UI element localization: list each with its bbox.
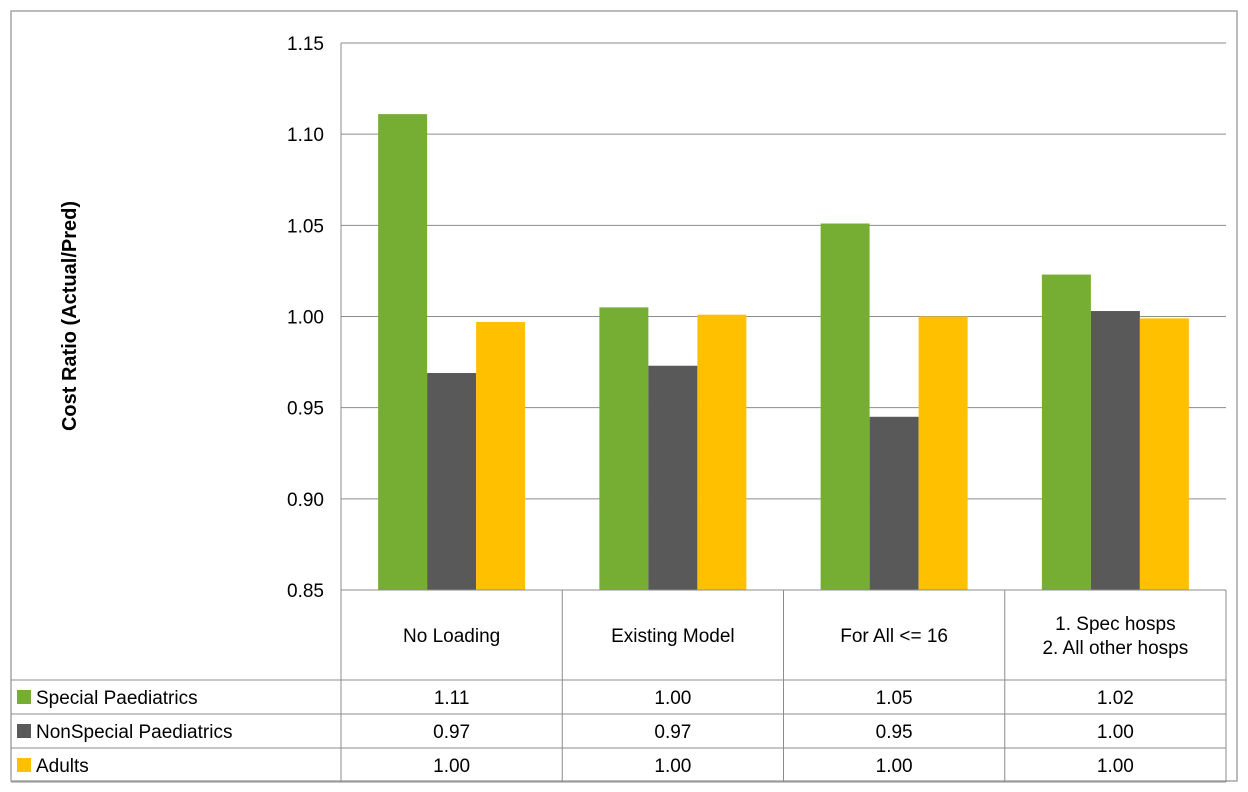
- bar: [648, 365, 698, 590]
- data-table: No Loading Existing Model For All <= 16 1. …: [11, 589, 1227, 783]
- bar: [820, 223, 870, 590]
- y-tick-label: 1.00: [287, 308, 324, 329]
- bar: [918, 316, 968, 590]
- bar: [697, 314, 747, 590]
- series-name: Adults: [36, 756, 89, 777]
- data-label: 0.95: [876, 722, 913, 743]
- category-label: 1. Spec hosps: [1055, 614, 1175, 635]
- bar: [599, 307, 649, 590]
- bar: [476, 321, 526, 590]
- bar: [869, 416, 919, 590]
- data-label: 1.05: [876, 688, 913, 709]
- y-tick-label: 0.85: [287, 581, 324, 602]
- y-tick-label: 0.95: [287, 399, 324, 420]
- category-label: Existing Model: [611, 626, 735, 647]
- y-axis-ticks: 0.85 0.90 0.95 1.00 1.05 1.10 1.15: [287, 34, 324, 602]
- data-label: 1.00: [654, 688, 691, 709]
- bar: [1139, 318, 1189, 590]
- data-label: 1.00: [1097, 722, 1134, 743]
- bar: [427, 373, 477, 590]
- legend-swatch: [17, 690, 31, 704]
- series-name: NonSpecial Paediatrics: [36, 722, 232, 743]
- data-label: 0.97: [433, 722, 470, 743]
- category-label: For All <= 16: [840, 626, 948, 647]
- legend-swatch: [17, 758, 31, 772]
- y-axis-label: Cost Ratio (Actual/Pred): [59, 201, 81, 431]
- bar: [1041, 274, 1091, 590]
- category-label: 2. All other hosps: [1042, 638, 1188, 659]
- series-name: Special Paediatrics: [36, 688, 198, 709]
- legend-swatch: [17, 724, 31, 738]
- data-label: 0.97: [654, 722, 691, 743]
- category-label: No Loading: [403, 626, 500, 647]
- y-tick-label: 1.05: [287, 216, 324, 237]
- data-label: 1.02: [1097, 688, 1134, 709]
- data-label: 1.00: [433, 756, 470, 777]
- y-tick-label: 1.10: [287, 125, 324, 146]
- bar: [1090, 311, 1140, 590]
- y-tick-label: 1.15: [287, 34, 324, 55]
- data-label: 1.00: [876, 756, 913, 777]
- data-label: 1.00: [1097, 756, 1134, 777]
- data-label: 1.00: [654, 756, 691, 777]
- data-label: 1.11: [434, 688, 470, 709]
- bars: [378, 114, 1189, 591]
- bar: [378, 114, 428, 591]
- y-tick-label: 0.90: [287, 490, 324, 511]
